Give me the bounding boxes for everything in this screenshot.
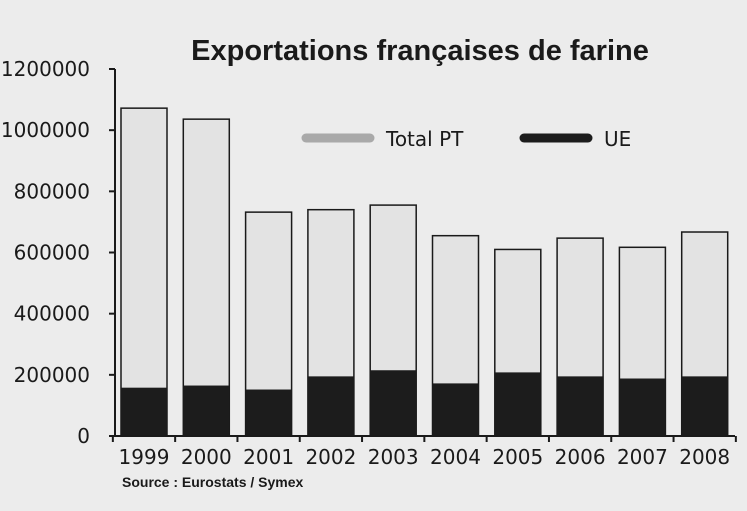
- bar-total-pt-2000: [182, 118, 231, 437]
- legend: Total PT UE: [301, 127, 631, 151]
- x-tick-label: 2000: [181, 445, 232, 469]
- bar-ue-2003: [370, 370, 417, 436]
- bar-ue-2004: [432, 383, 479, 436]
- bar-total-pt-1999: [120, 107, 168, 437]
- x-axis-ticks: 1999 2000 2001 2002 2003 2004 2005 2006 2007 2008: [111, 436, 737, 469]
- y-tick-label: 1000000: [1, 118, 90, 142]
- total-pt-bars: [120, 107, 729, 437]
- ue-bars: [121, 370, 728, 436]
- bar-ue-2007: [619, 378, 666, 436]
- bar-ue-2000: [183, 385, 230, 436]
- y-tick-label: 800000: [14, 179, 90, 203]
- y-tick-label: 1200000: [1, 57, 90, 81]
- chart-title: Exportations françaises de farine: [191, 35, 649, 67]
- y-tick-label: 600000: [14, 241, 90, 265]
- bar-ue-1999: [121, 387, 167, 436]
- x-tick-label: 2007: [617, 445, 668, 469]
- bar-ue-2005: [494, 372, 541, 436]
- x-tick-label: 2003: [368, 445, 419, 469]
- x-tick-label: 2006: [555, 445, 606, 469]
- legend-label-ue: UE: [604, 127, 631, 151]
- bar-ue-2001: [245, 389, 292, 436]
- x-tick-label: 1999: [119, 445, 170, 469]
- y-tick-label: 400000: [14, 302, 90, 326]
- y-axis-ticks: 0 200000 400000 600000 800000 1000000 1200000: [1, 57, 115, 448]
- bar-ue-2006: [557, 376, 604, 436]
- bar-ue-2008: [681, 376, 728, 436]
- y-tick-label: 0: [77, 424, 90, 448]
- source-note: Source : Eurostats / Symex: [122, 474, 304, 490]
- x-tick-label: 2002: [305, 445, 356, 469]
- x-tick-label: 2004: [430, 445, 481, 469]
- legend-label-total-pt: Total PT: [385, 127, 464, 151]
- y-tick-label: 200000: [14, 363, 90, 387]
- x-tick-label: 2005: [492, 445, 543, 469]
- x-tick-label: 2001: [243, 445, 294, 469]
- x-tick-label: 2008: [679, 445, 730, 469]
- bar-ue-2002: [307, 376, 354, 436]
